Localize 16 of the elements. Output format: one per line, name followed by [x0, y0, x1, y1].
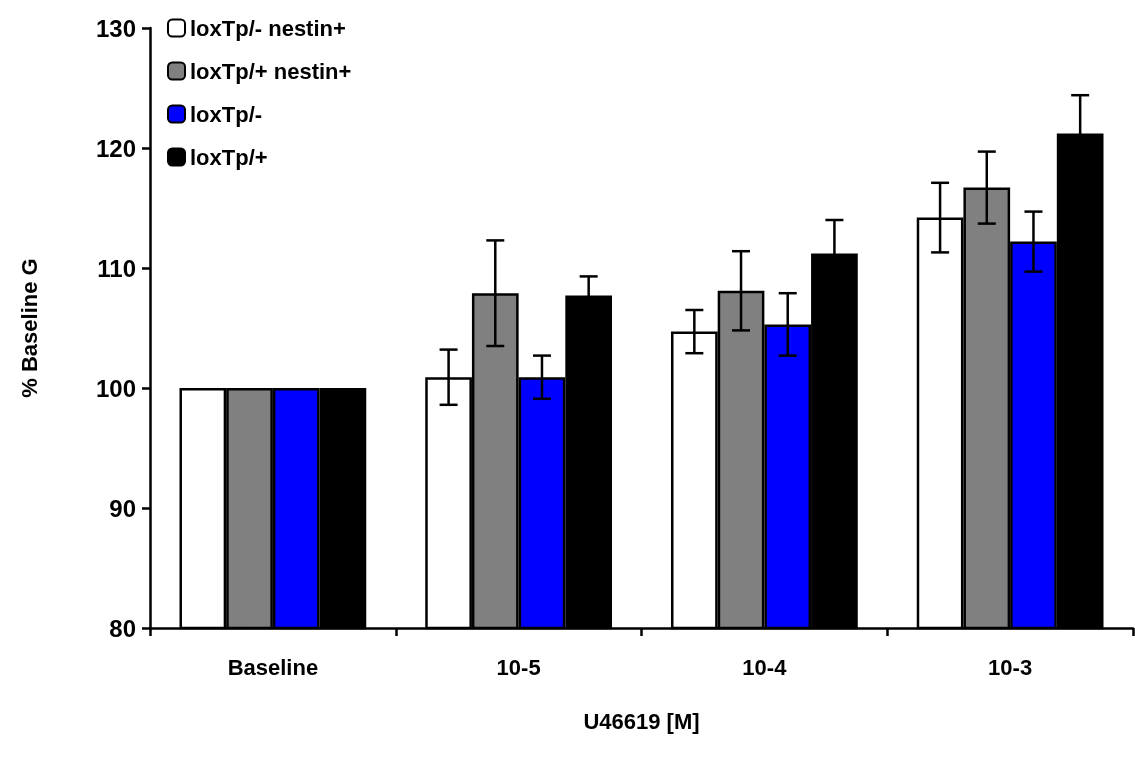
- legend-label: loxTp/+: [190, 144, 268, 170]
- y-tick-label: 110: [97, 254, 136, 282]
- x-tick-label: 10-4: [742, 654, 788, 680]
- y-axis-title: % Baseline G: [16, 258, 42, 398]
- legend-label: loxTp/-: [190, 101, 263, 127]
- y-tick-label: 80: [109, 614, 136, 642]
- y-tick-label: 130: [95, 14, 136, 42]
- x-tick-label: 10-3: [988, 654, 1033, 680]
- x-axis-title: U46619 [M]: [583, 708, 700, 734]
- x-tick-label: Baseline: [227, 654, 319, 680]
- y-tick-label: 120: [95, 134, 136, 162]
- legend-label: loxTp/+ nestin+: [190, 58, 352, 84]
- x-tick-label: 10-5: [496, 654, 541, 680]
- y-tick-label: 100: [95, 374, 136, 402]
- legend-label: loxTp/- nestin+: [190, 15, 346, 41]
- y-tick-label: 90: [109, 494, 136, 522]
